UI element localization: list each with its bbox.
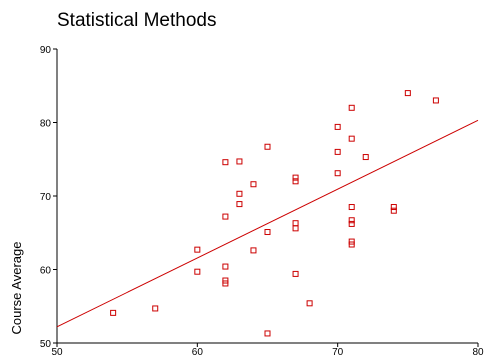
data-point <box>334 148 341 155</box>
data-point <box>250 181 257 188</box>
regression-line <box>56 119 479 328</box>
y-tick-label: 60 <box>40 266 52 277</box>
data-point <box>152 305 159 312</box>
data-point <box>348 241 355 248</box>
data-point <box>348 104 355 111</box>
data-point <box>264 229 271 236</box>
data-point <box>194 268 201 275</box>
data-point <box>292 178 299 185</box>
data-point <box>334 170 341 177</box>
regression-line-layer <box>56 119 479 328</box>
data-point <box>390 204 397 211</box>
data-point <box>348 217 355 224</box>
data-point <box>110 309 117 316</box>
y-axis-label: Course Average <box>9 242 24 335</box>
data-point <box>222 280 229 287</box>
data-point <box>334 123 341 130</box>
data-point <box>236 190 243 197</box>
data-point <box>362 154 369 161</box>
data-point <box>292 225 299 232</box>
data-point <box>348 135 355 142</box>
y-tick-label: 90 <box>40 45 52 56</box>
x-tick-label: 70 <box>332 347 344 358</box>
tick-labels-layer: 50 60 70 80 90 50 60 70 80 Course Average <box>9 45 484 358</box>
chart-title: Statistical Methods <box>57 10 217 31</box>
data-point <box>194 246 201 253</box>
x-tick-label: 60 <box>192 347 204 358</box>
y-tick-label: 70 <box>40 192 52 203</box>
data-point <box>264 330 271 337</box>
y-tick-label: 80 <box>40 119 52 130</box>
data-point <box>390 207 397 214</box>
y-tick-label: 50 <box>40 339 52 350</box>
data-point <box>250 247 257 254</box>
data-point <box>222 159 229 166</box>
data-points-layer <box>110 90 439 337</box>
data-point <box>222 213 229 220</box>
data-point <box>222 263 229 270</box>
data-point <box>292 174 299 181</box>
data-point <box>236 158 243 165</box>
data-point <box>348 220 355 227</box>
data-point <box>292 270 299 277</box>
x-tick-label: 50 <box>51 347 63 358</box>
data-point <box>264 143 271 150</box>
data-point <box>432 97 439 104</box>
axes <box>53 48 479 347</box>
data-point <box>236 201 243 208</box>
data-point <box>306 300 313 307</box>
x-tick-label: 80 <box>472 347 484 358</box>
data-point <box>348 204 355 211</box>
data-point <box>404 90 411 97</box>
data-point <box>292 220 299 227</box>
